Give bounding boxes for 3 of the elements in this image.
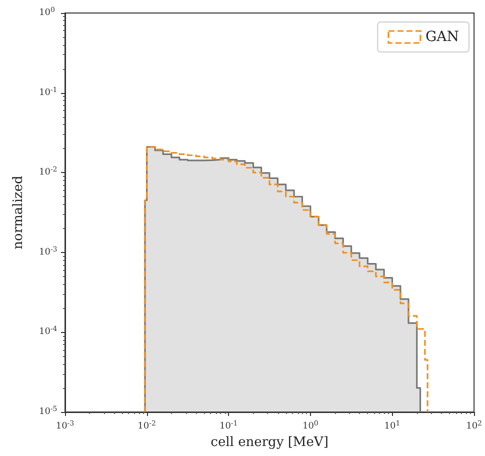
legend-label: GAN — [425, 29, 460, 45]
x-axis-title: cell energy [MeV] — [210, 434, 328, 450]
y-axis-title: normalized — [11, 176, 26, 250]
